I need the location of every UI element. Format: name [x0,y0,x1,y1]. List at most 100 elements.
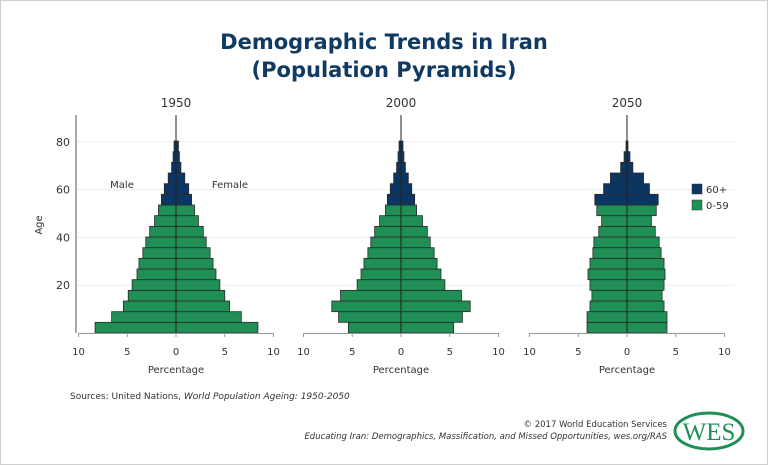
bar-male-40-44 [145,236,177,249]
bar-female-20-24 [175,279,221,291]
bar-female-25-29 [175,268,217,281]
bar-female-25-29 [400,268,442,281]
bar-female-75-79 [400,161,406,174]
bar-male-45-49 [149,225,177,238]
bar-female-65-69 [400,183,413,195]
sources-prefix: Sources: United Nations, [70,392,184,402]
bar-female-0-4 [400,321,455,334]
bar-female-70-74 [175,172,186,185]
y-tick-label: 80 [56,136,70,149]
bar-male-65-69 [389,183,402,195]
bar-female-55-59 [626,204,657,217]
x-tick-label: 0 [173,347,179,358]
bar-female-15-19 [626,289,663,302]
y-tick-label: 60 [56,184,70,197]
bar-male-5-9 [111,311,177,323]
bar-female-15-19 [400,289,462,302]
sources-note: Sources: United Nations, World Populatio… [70,392,350,402]
x-tick-label: 5 [673,347,679,358]
bar-male-55-59 [158,204,177,217]
bar-male-45-49 [374,225,402,238]
bar-male-0-4 [94,321,177,334]
bar-female-65-69 [626,183,650,195]
bar-male-35-39 [142,247,177,259]
bar-male-25-29 [587,268,628,281]
bar-female-45-49 [400,225,428,238]
bar-male-60-64 [594,193,628,206]
y-axis-label: Age [34,215,45,234]
bar-male-10-14 [331,300,402,313]
bar-female-60-64 [400,193,416,206]
bar-female-35-39 [400,247,435,259]
bar-male-65-69 [603,183,628,195]
bar-male-50-54 [379,215,402,227]
bar-male-25-29 [136,268,177,281]
svg-text:WES: WES [683,419,736,446]
legend-swatch-60+ [691,183,703,195]
x-axis-label: Percentage [148,365,204,376]
bar-female-20-24 [400,279,446,291]
bar-male-40-44 [370,236,402,249]
bar-male-75-79 [171,161,177,174]
bar-male-20-24 [589,279,628,291]
bar-female-45-49 [175,225,204,238]
bar-male-20-24 [131,279,177,291]
y-tick-label: 40 [56,231,70,244]
panel-title: 1950 [161,96,192,110]
x-tick-label: 10 [492,347,505,358]
x-tick-label: 0 [624,347,630,358]
bar-male-75-79 [396,161,402,174]
bar-male-30-34 [589,257,628,270]
bar-female-80-84 [175,151,180,163]
sources-work: World Population Ageing: 1950-2050 [183,392,350,402]
bar-female-15-19 [175,289,226,302]
bar-male-60-64 [160,193,177,206]
copyright: © 2017 World Education Services [523,420,667,430]
citation: Educating Iran: Demographics, Massificat… [304,432,667,442]
bar-female-70-74 [626,172,644,185]
x-tick-label: 5 [222,347,228,358]
bar-male-50-54 [154,215,177,227]
bar-male-25-29 [360,268,402,281]
panel-title: 2000 [386,96,417,110]
bar-female-5-9 [175,311,242,323]
bar-female-75-79 [175,161,182,174]
bar-male-35-39 [367,247,402,259]
legend-label: 0-59 [706,201,729,212]
x-tick-label: 10 [523,347,536,358]
bar-female-0-4 [626,321,668,334]
bar-male-5-9 [586,311,628,323]
bar-male-5-9 [338,311,402,323]
chart-title: Demographic Trends in Iran [220,30,548,54]
panel-title: 2050 [612,96,643,110]
bar-male-20-24 [356,279,402,291]
bar-female-0-4 [175,321,259,334]
x-tick-label: 5 [349,347,355,358]
x-tick-label: 5 [575,347,581,358]
bar-female-5-9 [626,311,668,323]
bar-male-15-19 [127,289,177,302]
bar-female-10-14 [626,300,665,313]
bar-female-50-54 [626,215,652,227]
x-tick-label: 5 [124,347,130,358]
x-tick-label: 0 [398,347,404,358]
bar-female-40-44 [175,236,207,249]
x-tick-label: 10 [297,347,310,358]
bar-male-15-19 [340,289,402,302]
chart-subtitle: (Population Pyramids) [251,58,517,82]
wes-logo: WES [673,411,745,451]
bar-female-55-59 [400,204,418,217]
bar-female-30-34 [175,257,214,270]
x-axis-label: Percentage [373,365,429,376]
x-axis-label: Percentage [599,365,655,376]
bar-female-25-29 [626,268,666,281]
bar-female-5-9 [400,311,463,323]
bar-female-35-39 [626,247,662,259]
legend-label: 60+ [706,185,727,196]
bar-male-30-34 [138,257,177,270]
bar-male-40-44 [593,236,628,249]
bar-female-40-44 [400,236,431,249]
x-tick-label: 10 [267,347,280,358]
bar-female-50-54 [175,215,199,227]
